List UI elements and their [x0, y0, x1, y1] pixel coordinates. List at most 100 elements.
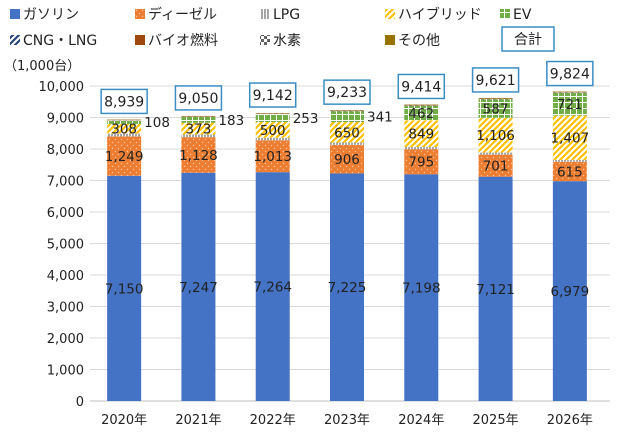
total-box [100, 88, 148, 115]
y-tick-label: 7,000 [47, 175, 84, 190]
total-box [397, 73, 446, 100]
bar-segment [255, 140, 290, 173]
bar-segment [107, 120, 142, 124]
total-box [248, 82, 297, 108]
data-label: 108 [144, 115, 170, 131]
total-label: 9,414 [401, 79, 441, 95]
y-tick-label: 6,000 [47, 206, 84, 221]
legend-label: その他 [398, 33, 440, 49]
bar-segment [404, 174, 439, 401]
legend-swatch [500, 9, 510, 19]
data-label: 7,225 [328, 280, 367, 296]
total-box [546, 60, 594, 87]
bar-segment [255, 122, 290, 138]
data-label: 906 [334, 152, 360, 168]
legend-swatch [10, 9, 20, 19]
legend-item: EV [500, 7, 532, 23]
x-tick-label: 2023年 [324, 413, 370, 428]
data-label: 7,198 [402, 281, 441, 297]
bar-segment [552, 115, 587, 160]
data-label: 308 [111, 122, 137, 138]
legend-item: CNG・LNG [10, 33, 97, 49]
total-label: 9,050 [178, 91, 218, 107]
x-tick-label: 2026年 [547, 413, 593, 428]
data-label: 701 [483, 159, 509, 175]
data-label: 7,264 [253, 280, 292, 296]
data-label: 462 [408, 106, 434, 122]
total-label: 9,233 [327, 85, 367, 101]
bar-segment [552, 159, 587, 162]
legend-label: ディーゼル [148, 6, 217, 23]
total-box [471, 67, 520, 93]
y-tick-label: 3,000 [47, 301, 84, 316]
data-label: 7,150 [105, 281, 144, 297]
data-label: 7,247 [179, 280, 218, 296]
x-tick-label: 2020年 [101, 413, 147, 428]
y-tick-label: 8,000 [47, 143, 84, 158]
legend-item: ガソリン [10, 7, 79, 23]
bar-segment [107, 136, 142, 176]
bar-segment [107, 123, 142, 134]
bars [107, 91, 587, 401]
total-label: 8,939 [104, 94, 144, 110]
legend-item: ディーゼル [135, 6, 217, 23]
y-tick-label: 4,000 [47, 269, 84, 284]
bar-segment [478, 154, 513, 177]
bar-segment [478, 99, 513, 118]
total-labels: 8,939 9,050 9,142 9,233 9,414 9,621 9,824 [100, 60, 594, 115]
data-label: 1,013 [253, 149, 292, 165]
bar-segment [330, 144, 364, 174]
data-label: 373 [186, 122, 212, 138]
x-tick-label: 2022年 [250, 413, 296, 428]
data-label: 795 [408, 155, 434, 171]
bar-segment [330, 173, 364, 401]
legend-label: LPG [273, 7, 300, 23]
total-box [323, 79, 371, 105]
y-tick-label: 2,000 [47, 332, 84, 347]
legend-swatch [135, 9, 145, 19]
x-tick-label: 2025年 [473, 413, 519, 428]
bar-segment [181, 116, 216, 123]
y-tick-label: 1,000 [47, 364, 84, 379]
data-label: 1,106 [476, 128, 515, 144]
legend-total-box [501, 26, 555, 52]
data-label: 7,121 [476, 282, 515, 298]
segment-labels: 7,150 1,249 308 108 7,247 1,128 373 183 7,264 1,0… [105, 97, 589, 300]
bar-segment [181, 122, 216, 135]
data-label: 183 [218, 113, 244, 129]
data-label: 253 [293, 111, 319, 127]
legend-item: LPG [260, 7, 300, 23]
legend-item: バイオ燃料 [135, 32, 218, 49]
legend-label: EV [513, 7, 532, 23]
bar-segment [552, 161, 587, 182]
legend-item: その他 [385, 33, 440, 49]
bar-segment [330, 122, 364, 143]
x-axis-ticks: 2020年 2021年 2022年 2023年 2024年 2025年 2026年 [101, 413, 593, 428]
y-tick-label: 9,000 [47, 112, 84, 127]
legend-swatch [260, 35, 270, 45]
y-axis-ticks: 0 1,000 2,000 3,000 4,000 5,000 6,000 7,000 8,00… [39, 80, 85, 410]
bar-segment [107, 133, 142, 137]
legend-label: ハイブリッド [398, 6, 482, 23]
bar-segment [330, 142, 364, 145]
bar-segment [107, 175, 142, 401]
data-label: 615 [557, 164, 583, 180]
data-label: 721 [557, 97, 583, 113]
bar-segment [255, 172, 290, 401]
legend-swatch [10, 35, 20, 45]
data-label: 587 [483, 101, 509, 117]
bar-segment [181, 134, 216, 138]
x-tick-label: 2021年 [175, 413, 221, 428]
data-label: 1,128 [179, 148, 218, 164]
legend-label: 合計 [514, 32, 542, 48]
legend-swatch [260, 9, 270, 19]
legend-swatch [385, 35, 395, 45]
bar-segment [255, 137, 290, 141]
y-axis-unit-label: （1,000台） [4, 59, 80, 74]
bar-segment [552, 181, 587, 401]
y-tick-label: 10,000 [39, 80, 85, 95]
total-label: 9,142 [253, 88, 293, 104]
bar-segment [404, 147, 439, 150]
bar-segment [552, 92, 587, 116]
legend-label: 水素 [273, 33, 301, 49]
